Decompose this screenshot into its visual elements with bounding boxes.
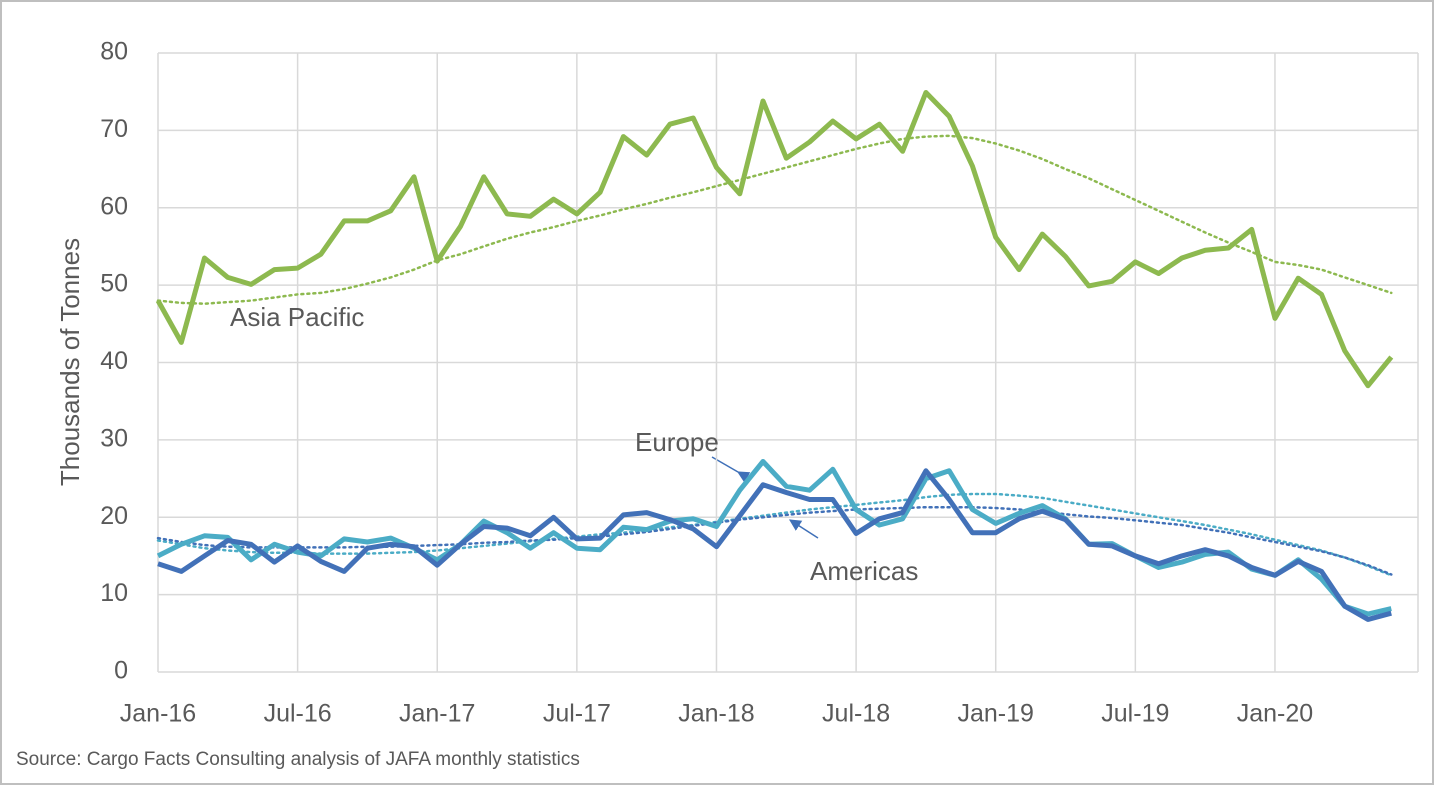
trend-line — [156, 134, 1393, 305]
y-tick-label: 50 — [100, 270, 128, 298]
y-tick-label: 20 — [100, 502, 128, 530]
y-tick-label: 60 — [100, 192, 128, 220]
y-axis-label: Thousands of Tonnes — [55, 238, 85, 486]
series-label: Europe — [635, 427, 719, 457]
americas-arrow — [788, 519, 819, 539]
x-tick-label: Jul-16 — [264, 700, 332, 728]
y-tick-label: 80 — [100, 38, 128, 66]
y-tick-label: 10 — [100, 579, 128, 607]
source-note: Source: Cargo Facts Consulting analysis … — [16, 749, 580, 770]
y-tick-label: 0 — [114, 657, 128, 685]
x-tick-label: Jul-18 — [822, 700, 890, 728]
x-tick-label: Jan-19 — [957, 700, 1033, 728]
series-line — [157, 468, 1392, 622]
series-line — [155, 90, 1394, 389]
x-tick-label: Jul-19 — [1101, 700, 1169, 728]
x-tick-label: Jul-17 — [543, 700, 611, 728]
y-tick-label: 40 — [100, 347, 128, 375]
x-tick-label: Jan-18 — [678, 700, 754, 728]
x-tick-label: Jan-16 — [120, 700, 196, 728]
series-label: Asia Pacific — [230, 302, 364, 332]
series-line — [156, 459, 1392, 617]
series-label: Americas — [810, 556, 918, 586]
y-tick-label: 70 — [100, 115, 128, 143]
x-tick-label: Jan-17 — [399, 700, 475, 728]
y-tick-label: 30 — [100, 424, 128, 452]
x-tick-label: Jan-20 — [1237, 700, 1313, 728]
trend-line — [156, 505, 1393, 576]
